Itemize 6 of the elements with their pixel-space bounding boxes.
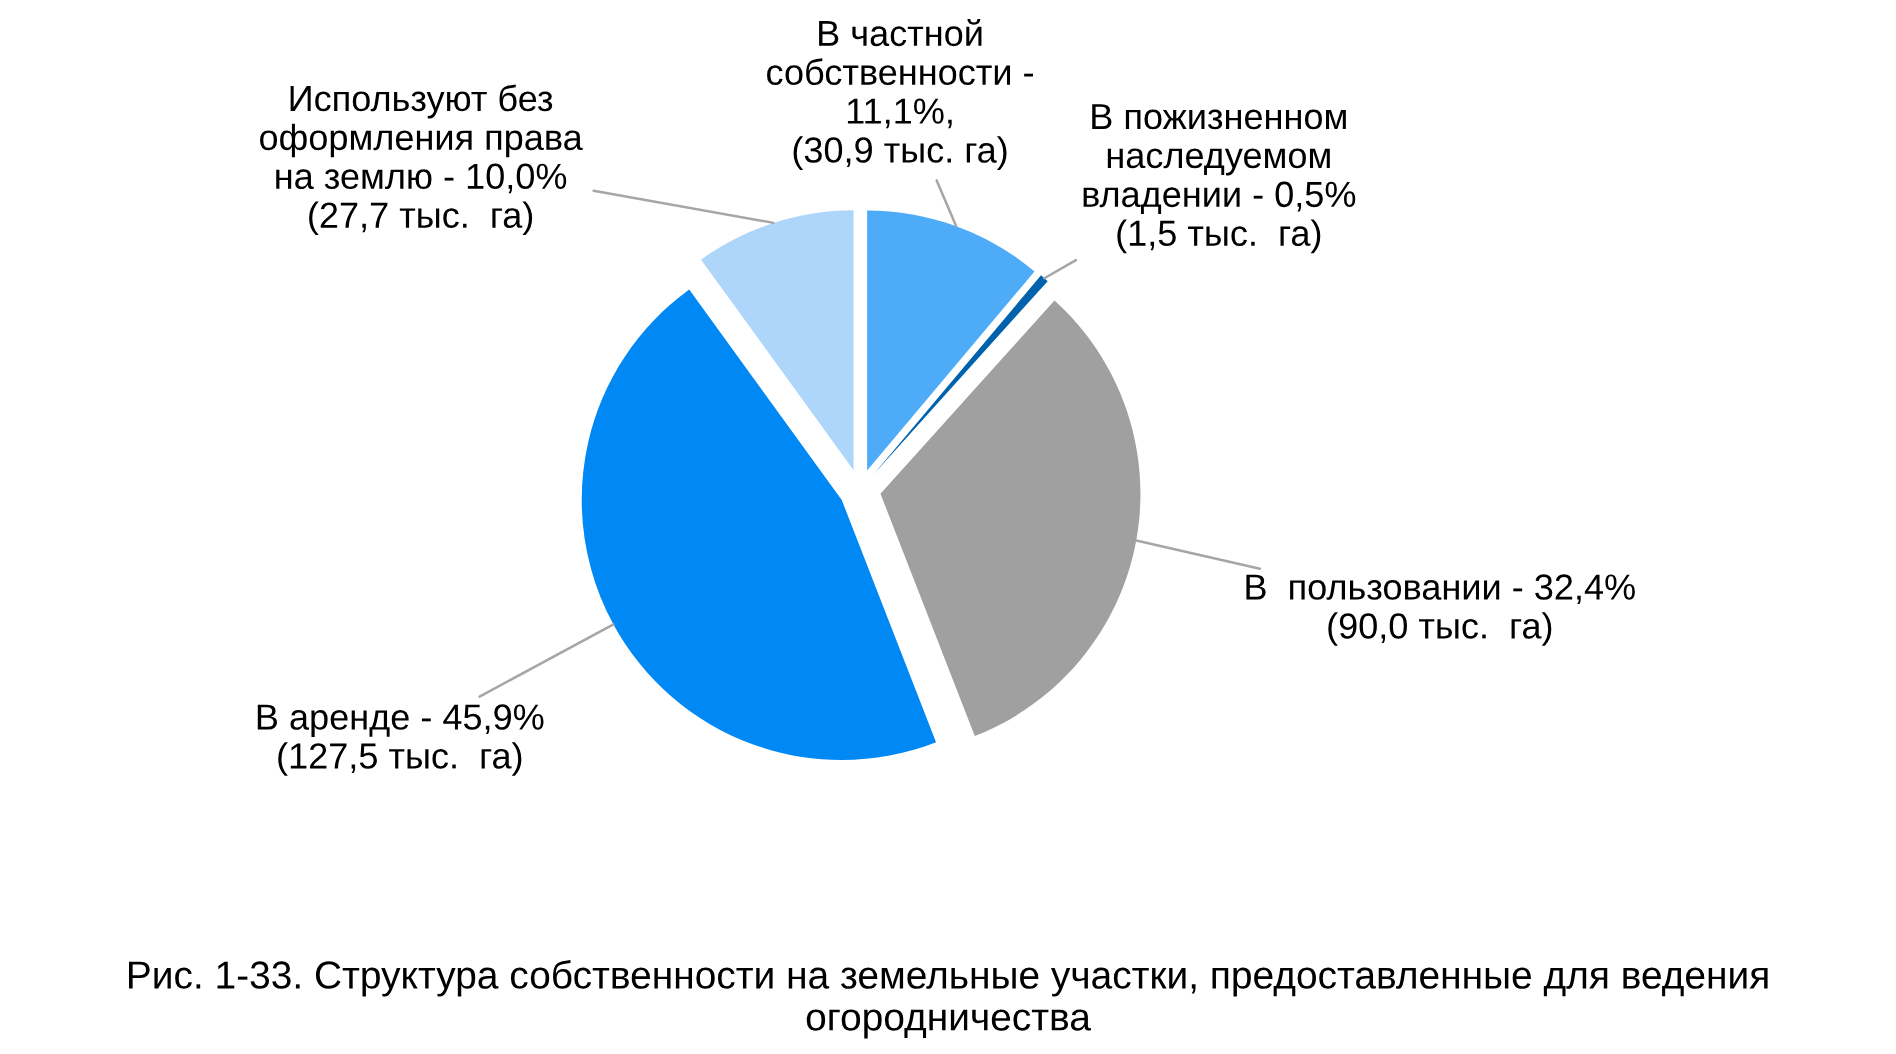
slice-label: В пользовании - 32,4% (90,0 тыс. га) bbox=[1246, 574, 1635, 646]
slice-label: В частной собственности - 11,1%, (30,9 тыс. га) bbox=[767, 18, 1033, 170]
text: Рис. 1-33. Структура собственности на земельные участки, предоставленные для ведения огородничества bbox=[129, 959, 1768, 1039]
slice-label: В пожизненном наследуемом владении - 0,5% (1,5 тыс. га) bbox=[1083, 104, 1356, 254]
slice-label: Используют без оформления права на землю - 10,0% (27,7 тыс. га) bbox=[260, 84, 583, 236]
slice-label: В аренде - 45,9% (127,5 тыс. га) bbox=[257, 704, 544, 776]
